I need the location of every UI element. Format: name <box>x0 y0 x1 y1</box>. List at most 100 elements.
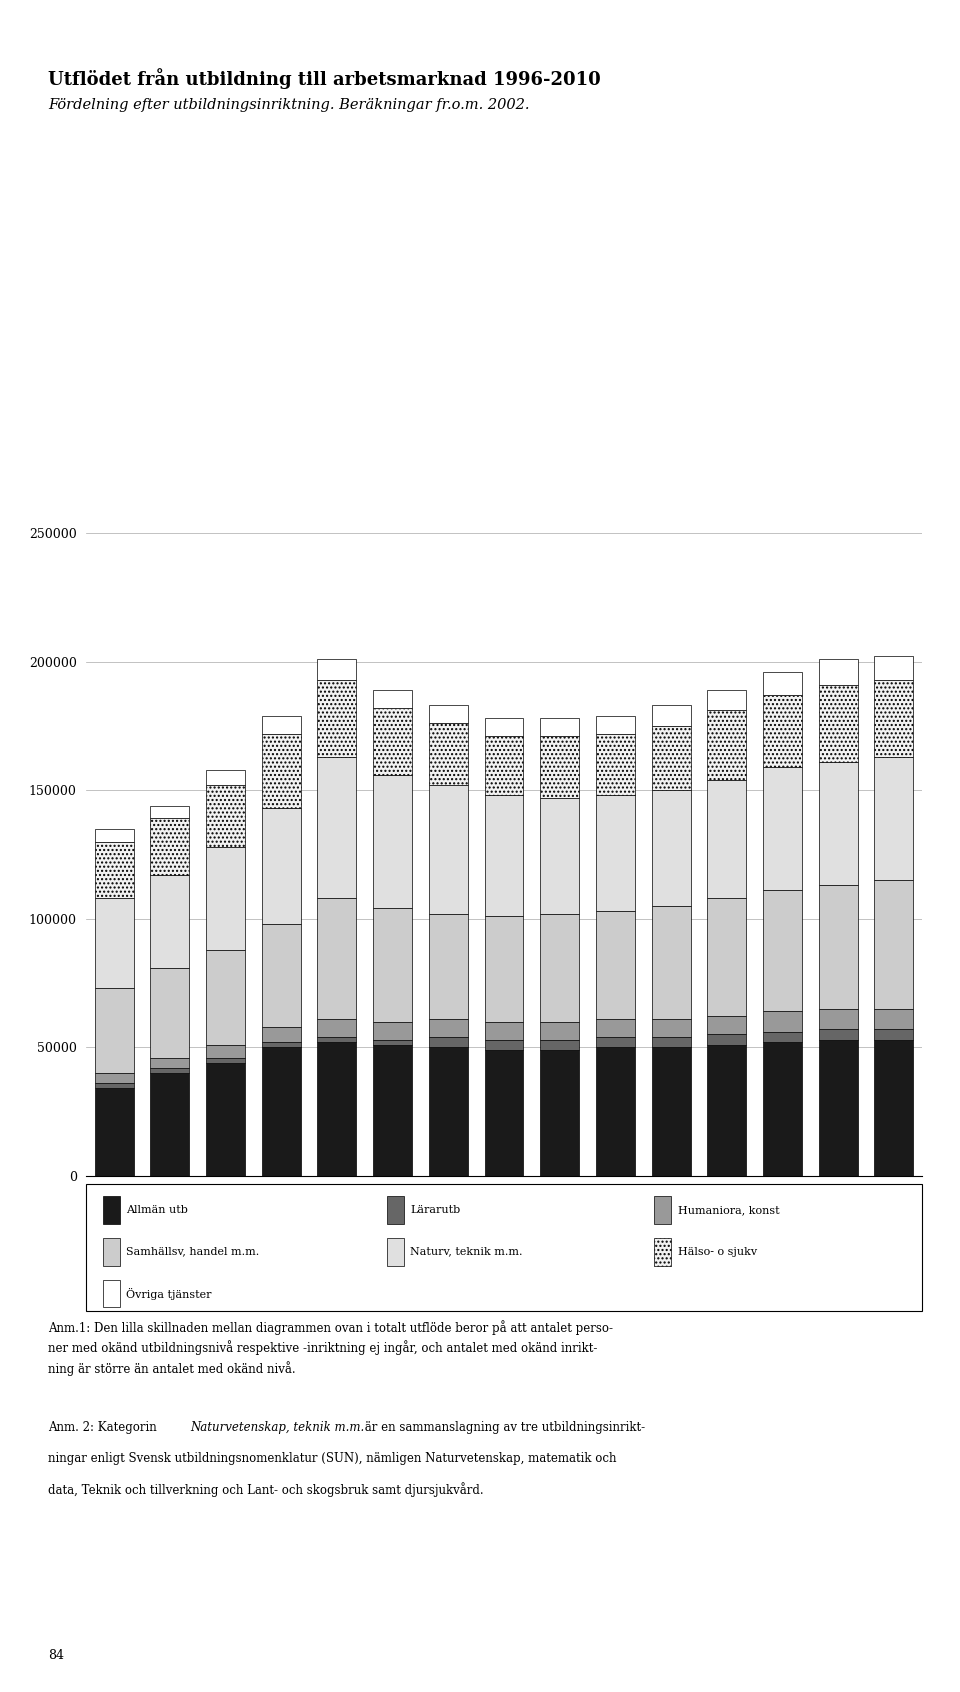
Text: är en sammanslagning av tre utbildningsinrikt-: är en sammanslagning av tre utbildningsi… <box>361 1421 645 1435</box>
Text: data, Teknik och tillverkning och Lant- och skogsbruk samt djursjukvård.: data, Teknik och tillverkning och Lant- … <box>48 1482 484 1497</box>
Bar <box>485 1039 523 1051</box>
Bar <box>763 890 802 1012</box>
Bar <box>708 711 746 780</box>
Bar <box>373 1022 412 1039</box>
Bar <box>485 1022 523 1039</box>
Text: Lärarutb: Lärarutb <box>411 1205 461 1215</box>
Bar <box>151 819 189 875</box>
Bar <box>95 841 133 898</box>
Bar <box>763 1042 802 1176</box>
Text: Allmän utb: Allmän utb <box>127 1205 188 1215</box>
Text: Anm. 2: Kategorin: Anm. 2: Kategorin <box>48 1421 160 1435</box>
Bar <box>652 790 690 905</box>
Bar <box>708 1017 746 1034</box>
Bar <box>819 885 857 1008</box>
Bar <box>373 909 412 1022</box>
Bar <box>763 1032 802 1042</box>
Bar <box>819 685 857 761</box>
FancyBboxPatch shape <box>387 1239 404 1266</box>
Bar <box>206 1058 245 1063</box>
Bar <box>262 734 300 809</box>
FancyBboxPatch shape <box>655 1196 671 1223</box>
Text: ningar enligt Svensk utbildningsnomenklatur (SUN), nämligen Naturvetenskap, mate: ningar enligt Svensk utbildningsnomenkla… <box>48 1452 616 1465</box>
Bar <box>206 1063 245 1176</box>
Bar <box>875 680 913 756</box>
Bar <box>373 1039 412 1044</box>
Bar <box>652 1019 690 1037</box>
Bar <box>485 736 523 795</box>
Bar <box>652 706 690 726</box>
Bar <box>151 1068 189 1073</box>
Bar <box>151 875 189 968</box>
Bar <box>652 905 690 1019</box>
Bar <box>373 707 412 775</box>
Text: Utflödet från utbildning till arbetsmarknad 1996-2010: Utflödet från utbildning till arbetsmark… <box>48 68 601 88</box>
Bar <box>373 1044 412 1176</box>
Text: Naturv, teknik m.m.: Naturv, teknik m.m. <box>411 1247 523 1257</box>
Bar <box>206 785 245 846</box>
Bar <box>540 914 579 1022</box>
Bar <box>875 1008 913 1029</box>
Bar <box>485 795 523 915</box>
Bar <box>596 734 635 795</box>
Bar <box>95 829 133 841</box>
Bar <box>485 717 523 736</box>
Bar <box>206 1044 245 1058</box>
Bar <box>596 910 635 1019</box>
Text: Anm.1: Den lilla skillnaden mellan diagrammen ovan i totalt utflöde beror på att: Anm.1: Den lilla skillnaden mellan diagr… <box>48 1320 613 1376</box>
Bar <box>819 1008 857 1029</box>
Bar <box>151 1058 189 1068</box>
Bar <box>151 1073 189 1176</box>
Text: Fördelning efter utbildningsinriktning. Beräkningar fr.o.m. 2002.: Fördelning efter utbildningsinriktning. … <box>48 98 530 112</box>
Bar <box>763 766 802 890</box>
Bar <box>540 799 579 914</box>
Text: Hälso- o sjukv: Hälso- o sjukv <box>678 1247 756 1257</box>
Bar <box>819 658 857 685</box>
Bar <box>206 770 245 785</box>
Bar <box>95 1073 133 1083</box>
Bar <box>540 1022 579 1039</box>
Bar <box>540 1051 579 1176</box>
Bar <box>763 695 802 766</box>
Bar <box>429 785 468 914</box>
Bar <box>596 716 635 734</box>
Bar <box>206 949 245 1044</box>
Bar <box>262 1047 300 1176</box>
Bar <box>95 898 133 988</box>
FancyBboxPatch shape <box>103 1239 120 1266</box>
Bar <box>151 805 189 819</box>
Bar <box>540 736 579 799</box>
Bar <box>429 1019 468 1037</box>
Bar <box>596 1019 635 1037</box>
Text: Samhällsv, handel m.m.: Samhällsv, handel m.m. <box>127 1247 260 1257</box>
Bar <box>596 1037 635 1047</box>
Bar <box>708 780 746 898</box>
Bar <box>819 1039 857 1176</box>
Bar <box>429 722 468 785</box>
Bar <box>318 658 356 680</box>
Bar <box>540 1039 579 1051</box>
Bar <box>373 690 412 707</box>
Bar <box>763 672 802 695</box>
Bar <box>652 1037 690 1047</box>
Bar <box>318 756 356 898</box>
Bar <box>875 1029 913 1039</box>
Bar <box>875 1039 913 1176</box>
Text: 84: 84 <box>48 1648 64 1662</box>
Bar <box>318 1019 356 1037</box>
Bar <box>708 898 746 1017</box>
Text: Naturvetenskap, teknik m.m.: Naturvetenskap, teknik m.m. <box>190 1421 365 1435</box>
Bar <box>652 726 690 790</box>
Bar <box>875 880 913 1008</box>
Bar <box>262 716 300 734</box>
Bar <box>318 898 356 1019</box>
Bar <box>262 1042 300 1047</box>
Bar <box>95 988 133 1073</box>
FancyBboxPatch shape <box>387 1196 404 1223</box>
Bar <box>262 924 300 1027</box>
FancyBboxPatch shape <box>655 1239 671 1266</box>
Bar <box>262 809 300 924</box>
Bar <box>318 1042 356 1176</box>
Bar <box>373 775 412 909</box>
FancyBboxPatch shape <box>103 1279 120 1308</box>
